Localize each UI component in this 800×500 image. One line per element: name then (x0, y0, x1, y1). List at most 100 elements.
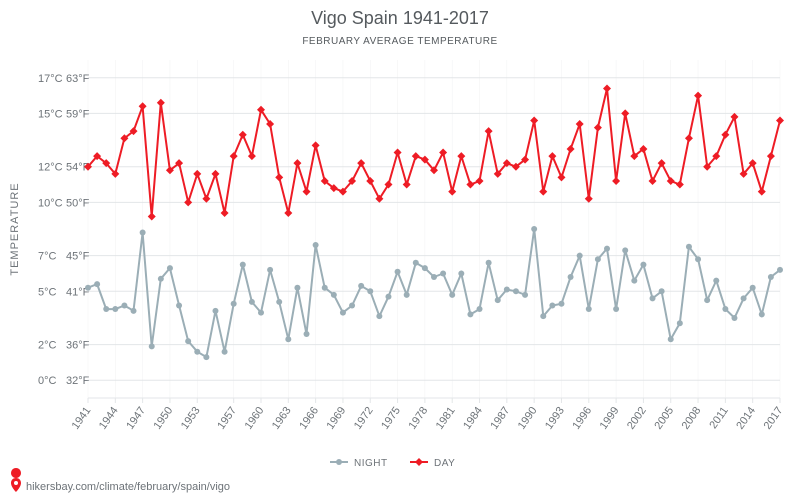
chart-svg: Vigo Spain 1941-2017 FEBRUARY AVERAGE TEM… (0, 0, 800, 500)
marker-night (458, 270, 464, 276)
marker-night (140, 230, 146, 236)
marker-night (149, 343, 155, 349)
y-tick-c: 15°C (38, 108, 63, 120)
marker-night (258, 310, 264, 316)
marker-night (322, 285, 328, 291)
marker-night (677, 320, 683, 326)
marker-night (185, 338, 191, 344)
marker-night (167, 265, 173, 271)
chart-title: Vigo Spain 1941-2017 (311, 8, 489, 28)
marker-night (249, 299, 255, 305)
marker-night (741, 295, 747, 301)
marker-night (713, 278, 719, 284)
marker-night (367, 288, 373, 294)
marker-night (531, 226, 537, 232)
y-tick-c: 7°C (38, 251, 57, 263)
marker-night (94, 281, 100, 287)
marker-night (85, 285, 91, 291)
marker-night (486, 260, 492, 266)
marker-night (304, 331, 310, 337)
chart-subtitle: FEBRUARY AVERAGE TEMPERATURE (302, 36, 497, 47)
marker-night (112, 306, 118, 312)
marker-night (759, 311, 765, 317)
temperature-chart: Vigo Spain 1941-2017 FEBRUARY AVERAGE TEM… (0, 0, 800, 500)
marker-night (750, 285, 756, 291)
marker-night (376, 313, 382, 319)
y-tick-f: 59°F (66, 108, 90, 120)
marker-night (577, 253, 583, 259)
y-tick-c: 5°C (38, 286, 57, 298)
legend-label: DAY (434, 458, 455, 469)
marker-night (604, 246, 610, 252)
marker-night (595, 256, 601, 262)
marker-night (349, 302, 355, 308)
marker-night (631, 278, 637, 284)
y-tick-c: 17°C (38, 73, 63, 85)
footer-link[interactable]: hikersbay.com/climate/february/spain/vig… (26, 481, 230, 493)
marker-night (240, 262, 246, 268)
y-tick-c: 2°C (38, 340, 57, 352)
marker-night (413, 260, 419, 266)
pin-icon-hole (14, 481, 18, 485)
marker-night (495, 297, 501, 303)
marker-night (704, 297, 710, 303)
marker-night (212, 308, 218, 314)
y-tick-f: 50°F (66, 197, 90, 209)
marker-night (422, 265, 428, 271)
y-tick-c: 10°C (38, 197, 63, 209)
marker-night (267, 267, 273, 273)
marker-night (431, 274, 437, 280)
marker-night (440, 270, 446, 276)
marker-night (294, 285, 300, 291)
legend-marker (336, 459, 342, 465)
marker-night (103, 306, 109, 312)
marker-night (385, 294, 391, 300)
marker-night (522, 292, 528, 298)
marker-night (695, 256, 701, 262)
marker-night (650, 295, 656, 301)
marker-night (568, 274, 574, 280)
marker-night (659, 288, 665, 294)
marker-night (203, 354, 209, 360)
marker-night (331, 292, 337, 298)
marker-night (231, 301, 237, 307)
marker-night (686, 244, 692, 250)
marker-night (586, 306, 592, 312)
marker-night (549, 302, 555, 308)
marker-night (722, 306, 728, 312)
y-tick-f: 45°F (66, 251, 90, 263)
marker-night (622, 247, 628, 253)
marker-night (194, 349, 200, 355)
y-axis-label: TEMPERATURE (9, 182, 21, 275)
marker-night (640, 262, 646, 268)
marker-night (477, 306, 483, 312)
y-tick-c: 0°C (38, 375, 57, 387)
marker-night (513, 288, 519, 294)
legend-label: NIGHT (354, 458, 388, 469)
marker-night (358, 283, 364, 289)
marker-night (395, 269, 401, 275)
y-tick-c: 12°C (38, 162, 63, 174)
marker-night (668, 336, 674, 342)
marker-night (449, 292, 455, 298)
marker-night (467, 311, 473, 317)
marker-night (121, 302, 127, 308)
marker-night (131, 308, 137, 314)
marker-night (504, 286, 510, 292)
marker-night (558, 301, 564, 307)
marker-night (540, 313, 546, 319)
marker-night (340, 310, 346, 316)
marker-night (731, 315, 737, 321)
marker-night (768, 274, 774, 280)
marker-night (158, 276, 164, 282)
marker-night (777, 267, 783, 273)
marker-night (613, 306, 619, 312)
marker-night (404, 292, 410, 298)
marker-night (313, 242, 319, 248)
marker-night (276, 299, 282, 305)
marker-night (285, 336, 291, 342)
marker-night (176, 302, 182, 308)
y-tick-f: 63°F (66, 73, 90, 85)
marker-night (222, 349, 228, 355)
y-tick-f: 36°F (66, 340, 90, 352)
